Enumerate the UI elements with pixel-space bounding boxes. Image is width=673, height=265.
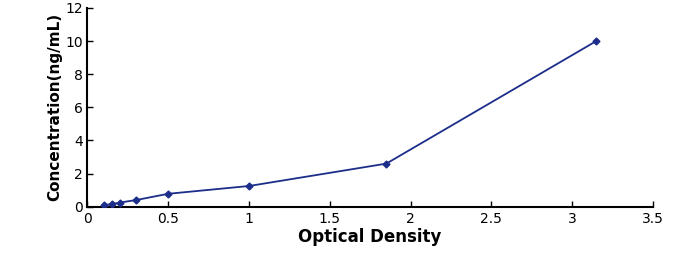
Y-axis label: Concentration(ng/mL): Concentration(ng/mL) <box>47 13 62 201</box>
X-axis label: Optical Density: Optical Density <box>298 228 442 246</box>
